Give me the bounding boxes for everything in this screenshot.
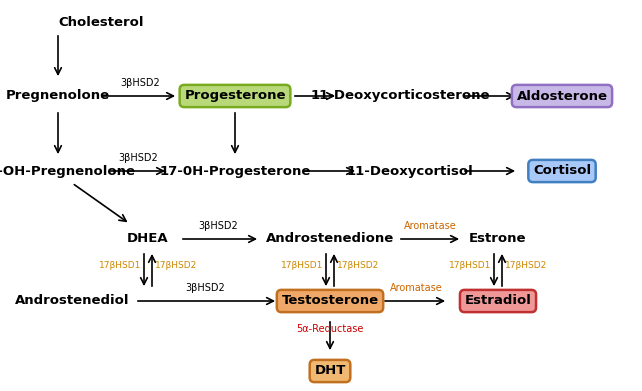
Text: Progesterone: Progesterone <box>184 90 286 102</box>
Text: Cholesterol: Cholesterol <box>58 16 144 29</box>
Text: 17-OH-Pregnenolone: 17-OH-Pregnenolone <box>0 165 136 178</box>
Text: 11-Deoxycortisol: 11-Deoxycortisol <box>347 165 473 178</box>
Text: Estradiol: Estradiol <box>465 294 532 307</box>
Text: Androstenediol: Androstenediol <box>15 294 129 307</box>
Text: Estrone: Estrone <box>469 233 526 246</box>
Text: Pregnenolone: Pregnenolone <box>6 90 110 102</box>
Text: 3βHSD2: 3βHSD2 <box>185 283 225 293</box>
Text: DHT: DHT <box>315 364 345 377</box>
Text: 3βHSD2: 3βHSD2 <box>198 221 238 231</box>
Text: Aldosterone: Aldosterone <box>517 90 607 102</box>
Text: 17βHSD2: 17βHSD2 <box>505 262 547 271</box>
Text: 17-0H-Progesterone: 17-0H-Progesterone <box>159 165 311 178</box>
Text: Aromatase: Aromatase <box>404 221 456 231</box>
Text: 17βHSD1: 17βHSD1 <box>99 262 141 271</box>
Text: 17βHSD1: 17βHSD1 <box>281 262 323 271</box>
Text: 17βHSD2: 17βHSD2 <box>155 262 197 271</box>
Text: 17βHSD1: 17βHSD1 <box>449 262 491 271</box>
Text: Aromatase: Aromatase <box>390 283 442 293</box>
Text: Androstenedione: Androstenedione <box>266 233 394 246</box>
Text: Cortisol: Cortisol <box>533 165 591 178</box>
Text: Testosterone: Testosterone <box>281 294 379 307</box>
Text: 11-Deoxycorticosterone: 11-Deoxycorticosterone <box>310 90 490 102</box>
Text: 5α-Reductase: 5α-Reductase <box>297 324 363 334</box>
Text: 3βHSD2: 3βHSD2 <box>118 153 158 163</box>
Text: DHEA: DHEA <box>127 233 169 246</box>
Text: 17βHSD2: 17βHSD2 <box>337 262 379 271</box>
Text: 3βHSD2: 3βHSD2 <box>120 78 160 88</box>
